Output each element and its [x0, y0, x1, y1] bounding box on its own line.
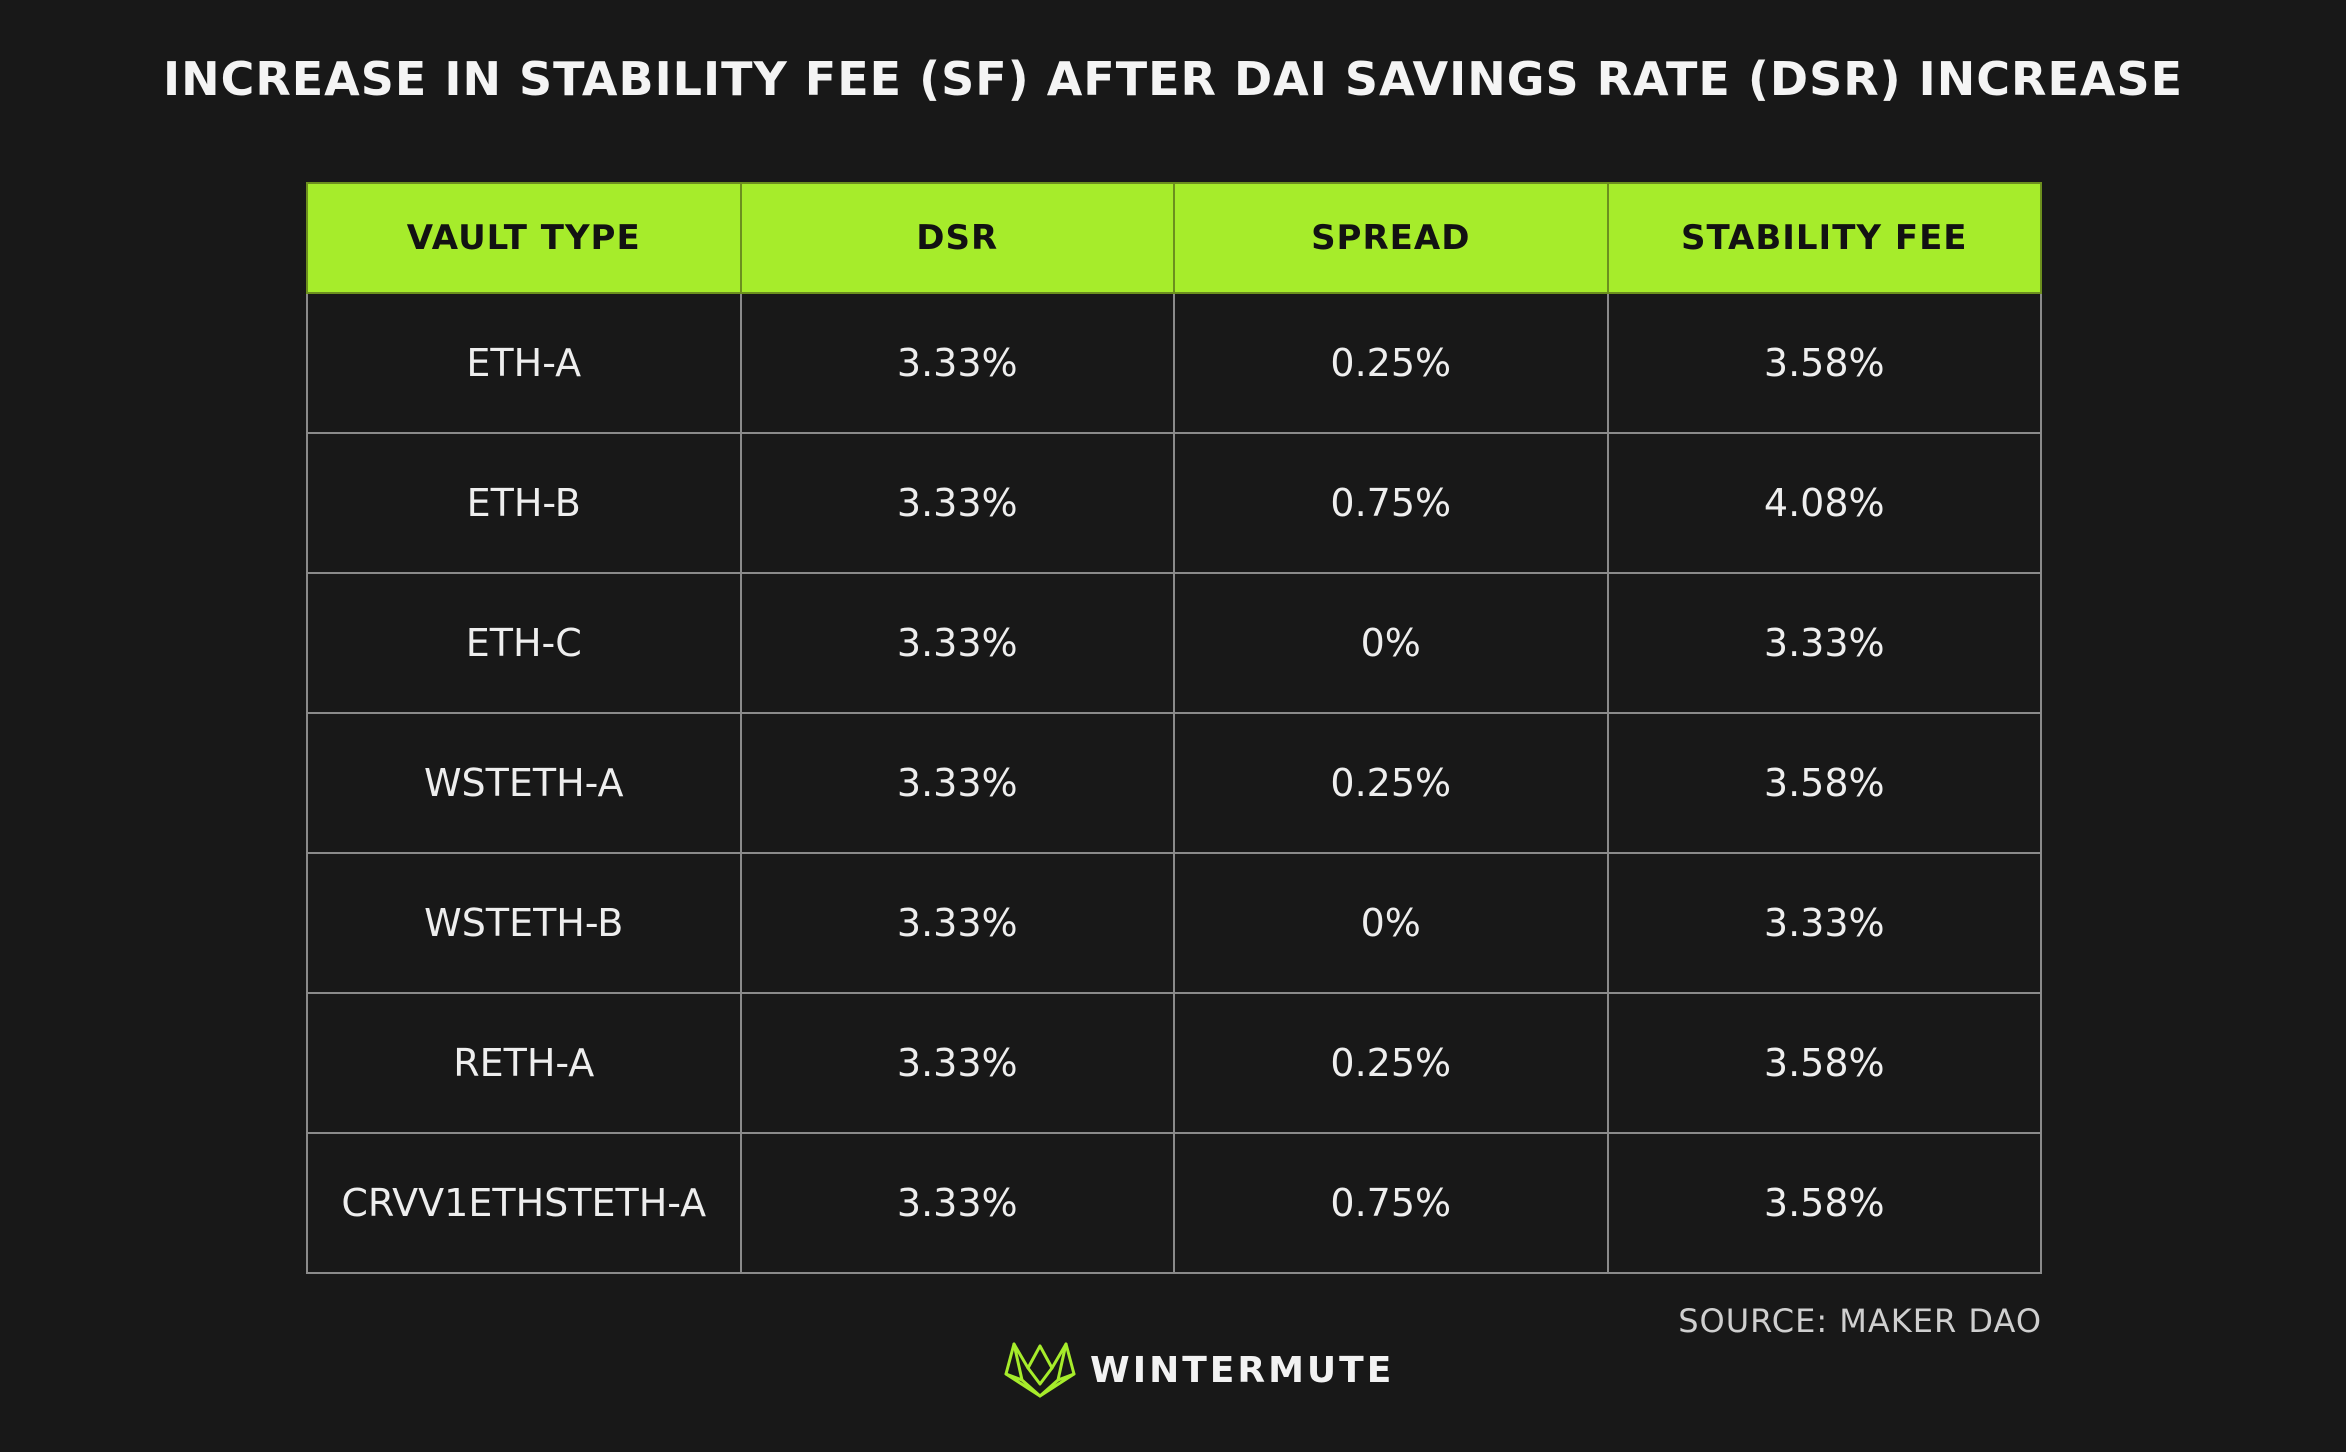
header-row: VAULT TYPE DSR SPREAD STABILITY FEE: [306, 182, 2042, 294]
source-note: SOURCE: MAKER DAO: [1678, 1302, 2042, 1340]
cell-stability-fee: 3.58%: [1606, 292, 2042, 434]
cell-vault-type: RETH-A: [306, 992, 742, 1134]
cell-stability-fee: 4.08%: [1606, 432, 2042, 574]
cell-vault-type: ETH-C: [306, 572, 742, 714]
table-row: ETH-A 3.33% 0.25% 3.58%: [306, 292, 2042, 434]
cell-spread: 0.25%: [1173, 292, 1609, 434]
cell-stability-fee: 3.58%: [1606, 992, 2042, 1134]
cell-vault-type: CRVV1ETHSTETH-A: [306, 1132, 742, 1274]
stability-fee-table: VAULT TYPE DSR SPREAD STABILITY FEE ETH-…: [306, 182, 2042, 1274]
cell-spread: 0.25%: [1173, 712, 1609, 854]
cell-spread: 0%: [1173, 572, 1609, 714]
column-header-stability-fee: STABILITY FEE: [1606, 182, 2042, 294]
table-row: WSTETH-A 3.33% 0.25% 3.58%: [306, 712, 2042, 854]
table-row: ETH-C 3.33% 0% 3.33%: [306, 572, 2042, 714]
table-row: WSTETH-B 3.33% 0% 3.33%: [306, 852, 2042, 994]
cell-dsr: 3.33%: [739, 712, 1175, 854]
cell-vault-type: ETH-A: [306, 292, 742, 434]
table-row: CRVV1ETHSTETH-A 3.33% 0.75% 3.58%: [306, 1132, 2042, 1274]
cell-vault-type: ETH-B: [306, 432, 742, 574]
table-row: RETH-A 3.33% 0.25% 3.58%: [306, 992, 2042, 1134]
table-row: ETH-B 3.33% 0.75% 4.08%: [306, 432, 2042, 574]
wintermute-logo-icon: [1004, 1342, 1076, 1398]
table-body: ETH-A 3.33% 0.25% 3.58% ETH-B 3.33% 0.75…: [306, 292, 2042, 1274]
cell-dsr: 3.33%: [739, 572, 1175, 714]
wintermute-wordmark: WINTERMUTE: [1090, 1349, 1395, 1391]
cell-stability-fee: 3.33%: [1606, 852, 2042, 994]
cell-dsr: 3.33%: [739, 852, 1175, 994]
cell-dsr: 3.33%: [739, 992, 1175, 1134]
cell-stability-fee: 3.33%: [1606, 572, 2042, 714]
cell-stability-fee: 3.58%: [1606, 1132, 2042, 1274]
table-header: VAULT TYPE DSR SPREAD STABILITY FEE: [306, 182, 2042, 294]
cell-dsr: 3.33%: [739, 432, 1175, 574]
wintermute-logo: WINTERMUTE: [1002, 1340, 1394, 1400]
column-header-vault-type: VAULT TYPE: [306, 182, 742, 294]
cell-spread: 0.25%: [1173, 992, 1609, 1134]
cell-vault-type: WSTETH-B: [306, 852, 742, 994]
cell-spread: 0.75%: [1173, 432, 1609, 574]
column-header-dsr: DSR: [739, 182, 1175, 294]
chart-title: INCREASE IN STABILITY FEE (SF) AFTER DAI…: [162, 52, 2184, 106]
column-header-spread: SPREAD: [1173, 182, 1609, 294]
cell-spread: 0.75%: [1173, 1132, 1609, 1274]
cell-spread: 0%: [1173, 852, 1609, 994]
cell-vault-type: WSTETH-A: [306, 712, 742, 854]
cell-dsr: 3.33%: [739, 292, 1175, 434]
cell-dsr: 3.33%: [739, 1132, 1175, 1274]
cell-stability-fee: 3.58%: [1606, 712, 2042, 854]
